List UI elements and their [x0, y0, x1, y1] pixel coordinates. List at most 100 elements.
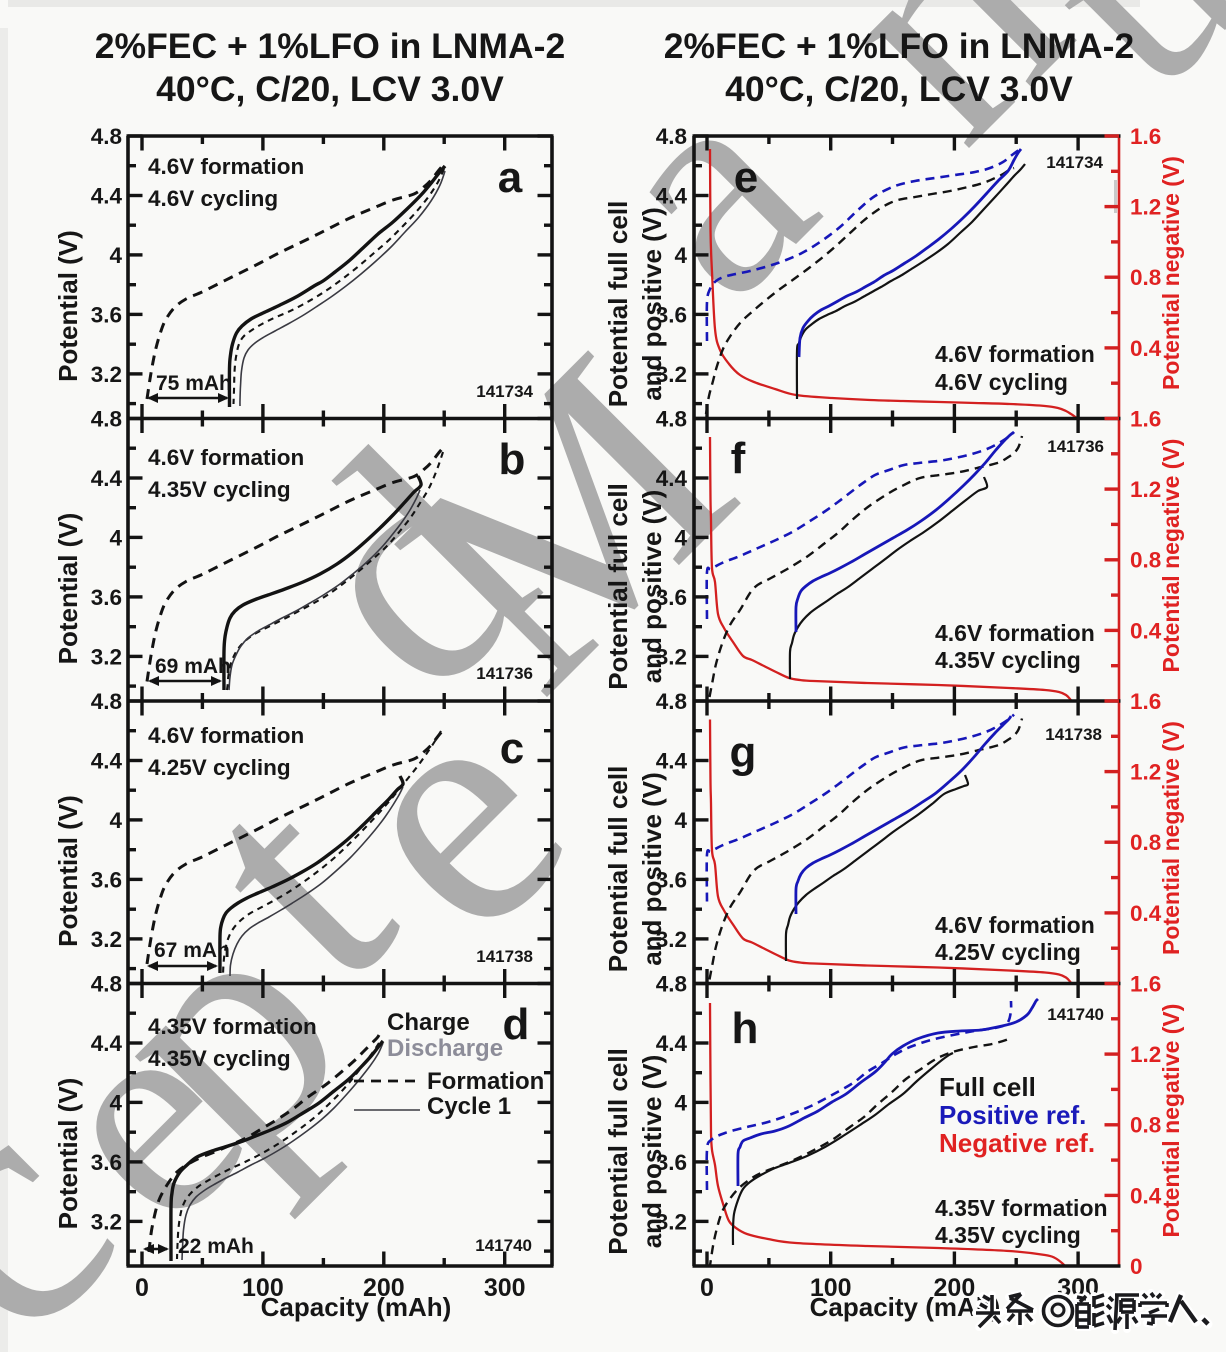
svg-text:69 mAh: 69 mAh	[155, 655, 231, 678]
svg-text:1.2: 1.2	[1130, 195, 1161, 220]
svg-text:4.4: 4.4	[91, 1031, 123, 1056]
svg-text:d: d	[503, 1000, 530, 1049]
svg-text:Potential full cell: Potential full cell	[603, 1048, 633, 1255]
svg-text:4.6V formation: 4.6V formation	[148, 445, 304, 470]
svg-text:3.2: 3.2	[656, 644, 687, 669]
svg-text:4.6V formation: 4.6V formation	[935, 912, 1095, 938]
svg-text:4.35V formation: 4.35V formation	[148, 1014, 317, 1039]
svg-text:3.6: 3.6	[91, 585, 122, 610]
svg-text:2%FEC + 1%LFO in LNMA-2: 2%FEC + 1%LFO in LNMA-2	[95, 26, 565, 66]
svg-text:3.6: 3.6	[656, 867, 687, 892]
svg-text:3.2: 3.2	[91, 644, 122, 669]
svg-text:4.6V formation: 4.6V formation	[935, 620, 1095, 646]
svg-text:3.6: 3.6	[91, 867, 122, 892]
svg-text:4.8: 4.8	[91, 972, 122, 997]
svg-text:4: 4	[674, 525, 687, 550]
svg-text:4.4: 4.4	[91, 466, 123, 491]
svg-text:4.25V cycling: 4.25V cycling	[935, 939, 1081, 965]
svg-text:0.8: 0.8	[1130, 265, 1161, 290]
svg-text:75 mAh: 75 mAh	[156, 372, 232, 395]
svg-text:3.2: 3.2	[91, 927, 122, 952]
svg-text:4.35V cycling: 4.35V cycling	[935, 647, 1081, 673]
svg-text:141738: 141738	[1045, 725, 1102, 744]
svg-text:100: 100	[810, 1274, 852, 1302]
svg-text:and positive (V): and positive (V)	[637, 772, 667, 966]
svg-text:4.8: 4.8	[656, 124, 687, 149]
svg-text:141736: 141736	[1047, 437, 1104, 456]
svg-text:Potential (V): Potential (V)	[53, 1078, 83, 1230]
svg-text:f: f	[731, 434, 746, 483]
svg-text:3.2: 3.2	[91, 1209, 122, 1234]
svg-text:and positive (V): and positive (V)	[637, 1055, 667, 1249]
svg-text:Potential negative (V): Potential negative (V)	[1158, 439, 1184, 673]
svg-text:40°C, C/20, LCV 3.0V: 40°C, C/20, LCV 3.0V	[725, 69, 1073, 109]
svg-text:1.2: 1.2	[1130, 760, 1161, 785]
svg-text:67 mAh: 67 mAh	[154, 939, 230, 962]
svg-text:4.6V formation: 4.6V formation	[148, 154, 304, 179]
svg-text:3.6: 3.6	[91, 302, 122, 327]
svg-text:4.4: 4.4	[91, 749, 123, 774]
svg-text:Capacity (mAh): Capacity (mAh)	[810, 1292, 1001, 1322]
svg-text:4.4: 4.4	[656, 466, 688, 491]
svg-text:a: a	[498, 153, 523, 202]
svg-text:4.6V cycling: 4.6V cycling	[148, 186, 278, 211]
svg-text:0: 0	[700, 1274, 714, 1302]
svg-text:4.35V cycling: 4.35V cycling	[935, 1222, 1081, 1248]
svg-text:141738: 141738	[476, 947, 533, 966]
svg-text:1.2: 1.2	[1130, 1042, 1161, 1067]
svg-text:4.6V cycling: 4.6V cycling	[935, 369, 1068, 395]
svg-text:Potential (V): Potential (V)	[53, 795, 83, 947]
svg-text:3.6: 3.6	[656, 585, 687, 610]
svg-text:Potential full cell: Potential full cell	[603, 483, 633, 690]
svg-text:Potential negative (V): Potential negative (V)	[1158, 1004, 1184, 1238]
svg-text:0.8: 0.8	[1130, 548, 1161, 573]
svg-text:b: b	[499, 435, 526, 484]
svg-text:Potential negative (V): Potential negative (V)	[1158, 156, 1184, 390]
svg-text:0.4: 0.4	[1130, 336, 1162, 361]
svg-text:3.6: 3.6	[656, 1150, 687, 1175]
svg-text:0.8: 0.8	[1130, 830, 1161, 855]
svg-text:and positive (V): and positive (V)	[637, 490, 667, 684]
svg-text:4.8: 4.8	[656, 407, 687, 432]
svg-text:Capacity (mAh): Capacity (mAh)	[261, 1292, 452, 1322]
svg-text:2%FEC + 1%LFO in LNMA-2: 2%FEC + 1%LFO in LNMA-2	[664, 26, 1134, 66]
svg-text:4.35V cycling: 4.35V cycling	[148, 477, 291, 502]
svg-text:1.6: 1.6	[1130, 407, 1161, 432]
svg-text:Formation: Formation	[427, 1068, 544, 1095]
svg-text:100: 100	[242, 1274, 284, 1302]
svg-text:4.4: 4.4	[656, 1031, 688, 1056]
svg-text:4.35V formation: 4.35V formation	[935, 1195, 1108, 1221]
svg-text:4.4: 4.4	[656, 184, 688, 209]
svg-text:Negative ref.: Negative ref.	[939, 1128, 1095, 1158]
svg-text:4: 4	[109, 1090, 122, 1115]
svg-text:3.6: 3.6	[656, 302, 687, 327]
svg-text:0.4: 0.4	[1130, 618, 1162, 643]
svg-text:4: 4	[674, 808, 687, 833]
svg-text:4.8: 4.8	[656, 972, 687, 997]
svg-text:0.8: 0.8	[1130, 1113, 1161, 1138]
svg-text:3.2: 3.2	[656, 927, 687, 952]
svg-text:4: 4	[674, 1090, 687, 1115]
svg-text:0.4: 0.4	[1130, 1183, 1162, 1208]
svg-text:4.8: 4.8	[91, 124, 122, 149]
svg-text:4: 4	[109, 808, 122, 833]
svg-text:h: h	[732, 1004, 759, 1053]
svg-text:3.2: 3.2	[91, 362, 122, 387]
svg-text:g: g	[730, 728, 757, 777]
svg-text:4.8: 4.8	[91, 689, 122, 714]
svg-text:200: 200	[363, 1274, 405, 1302]
svg-text:Potential (V): Potential (V)	[53, 513, 83, 665]
svg-text:Potential (V): Potential (V)	[53, 230, 83, 382]
svg-text:Potential negative (V): Potential negative (V)	[1158, 721, 1184, 955]
svg-text:4.25V cycling: 4.25V cycling	[148, 755, 291, 780]
svg-text:22 mAh: 22 mAh	[178, 1235, 254, 1258]
svg-text:3.2: 3.2	[656, 362, 687, 387]
svg-text:Full cell: Full cell	[939, 1072, 1036, 1102]
svg-text:4.35V cycling: 4.35V cycling	[148, 1046, 291, 1071]
svg-text:1.6: 1.6	[1130, 124, 1161, 149]
svg-text:and positive (V): and positive (V)	[637, 207, 667, 401]
svg-text:4: 4	[109, 243, 122, 268]
svg-text:1.2: 1.2	[1130, 477, 1161, 502]
svg-text:0.4: 0.4	[1130, 901, 1162, 926]
svg-text:4: 4	[674, 243, 687, 268]
